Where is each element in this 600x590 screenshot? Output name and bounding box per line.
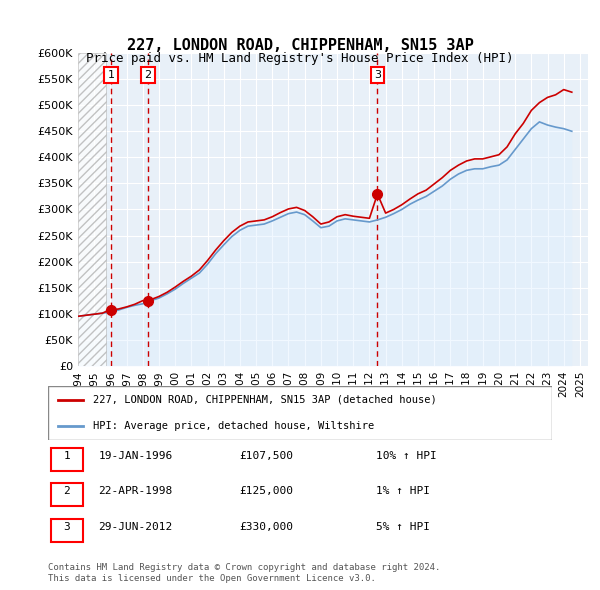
Text: 5% ↑ HPI: 5% ↑ HPI [376, 523, 430, 532]
Text: Price paid vs. HM Land Registry's House Price Index (HPI): Price paid vs. HM Land Registry's House … [86, 52, 514, 65]
Text: 1: 1 [63, 451, 70, 461]
Text: 1% ↑ HPI: 1% ↑ HPI [376, 486, 430, 496]
FancyBboxPatch shape [50, 483, 83, 506]
Text: 2: 2 [144, 70, 151, 80]
Text: 29-JUN-2012: 29-JUN-2012 [98, 523, 173, 532]
FancyBboxPatch shape [48, 386, 552, 440]
Text: 1: 1 [107, 70, 115, 80]
Text: 227, LONDON ROAD, CHIPPENHAM, SN15 3AP: 227, LONDON ROAD, CHIPPENHAM, SN15 3AP [127, 38, 473, 53]
Text: £107,500: £107,500 [239, 451, 293, 461]
Text: 3: 3 [63, 523, 70, 532]
Text: £125,000: £125,000 [239, 486, 293, 496]
Text: 2: 2 [63, 486, 70, 496]
Text: HPI: Average price, detached house, Wiltshire: HPI: Average price, detached house, Wilt… [94, 421, 374, 431]
FancyBboxPatch shape [50, 448, 83, 471]
Text: 10% ↑ HPI: 10% ↑ HPI [376, 451, 436, 461]
Bar [78, 53, 106, 366]
Text: 3: 3 [374, 70, 381, 80]
Text: 227, LONDON ROAD, CHIPPENHAM, SN15 3AP (detached house): 227, LONDON ROAD, CHIPPENHAM, SN15 3AP (… [94, 395, 437, 405]
FancyBboxPatch shape [50, 519, 83, 542]
Text: £330,000: £330,000 [239, 523, 293, 532]
Text: 22-APR-1998: 22-APR-1998 [98, 486, 173, 496]
Text: Contains HM Land Registry data © Crown copyright and database right 2024.
This d: Contains HM Land Registry data © Crown c… [48, 563, 440, 583]
Text: 19-JAN-1996: 19-JAN-1996 [98, 451, 173, 461]
